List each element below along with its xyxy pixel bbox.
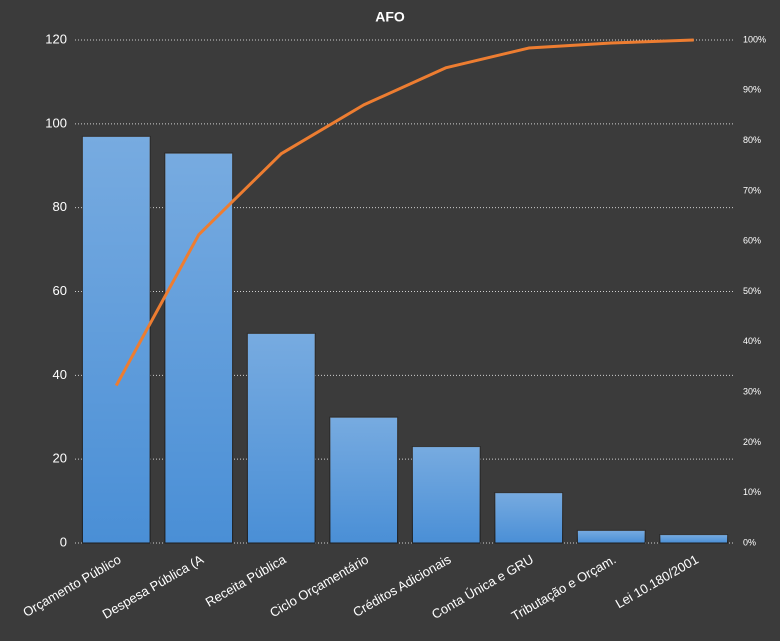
y2-tick-label: 40% bbox=[743, 336, 761, 346]
chart-title: AFO bbox=[375, 9, 405, 25]
y-tick-label: 60 bbox=[53, 283, 67, 298]
y-tick-label: 40 bbox=[53, 367, 67, 382]
bar bbox=[494, 492, 564, 544]
bar bbox=[659, 534, 729, 544]
y2-tick-label: 100% bbox=[743, 34, 766, 44]
bar bbox=[329, 416, 399, 544]
y2-tick-label: 30% bbox=[743, 386, 761, 396]
y2-tick-label: 0% bbox=[743, 537, 756, 547]
bar bbox=[246, 332, 316, 544]
y2-tick-label: 60% bbox=[743, 236, 761, 246]
y-tick-label: 0 bbox=[60, 534, 67, 549]
y-tick-label: 120 bbox=[45, 31, 67, 46]
y2-tick-label: 10% bbox=[743, 487, 761, 497]
y2-tick-label: 90% bbox=[743, 85, 761, 95]
y2-tick-label: 20% bbox=[743, 437, 761, 447]
y-tick-label: 100 bbox=[45, 115, 67, 130]
cumulative-line bbox=[114, 38, 694, 387]
y2-tick-label: 50% bbox=[743, 286, 761, 296]
bar bbox=[576, 529, 646, 544]
bar bbox=[411, 446, 481, 544]
x-tick-label: Lei 10.180/2001 bbox=[613, 552, 701, 612]
y2-tick-label: 80% bbox=[743, 135, 761, 145]
y-tick-label: 80 bbox=[53, 199, 67, 214]
y2-tick-label: 70% bbox=[743, 185, 761, 195]
y-tick-label: 20 bbox=[53, 451, 67, 466]
